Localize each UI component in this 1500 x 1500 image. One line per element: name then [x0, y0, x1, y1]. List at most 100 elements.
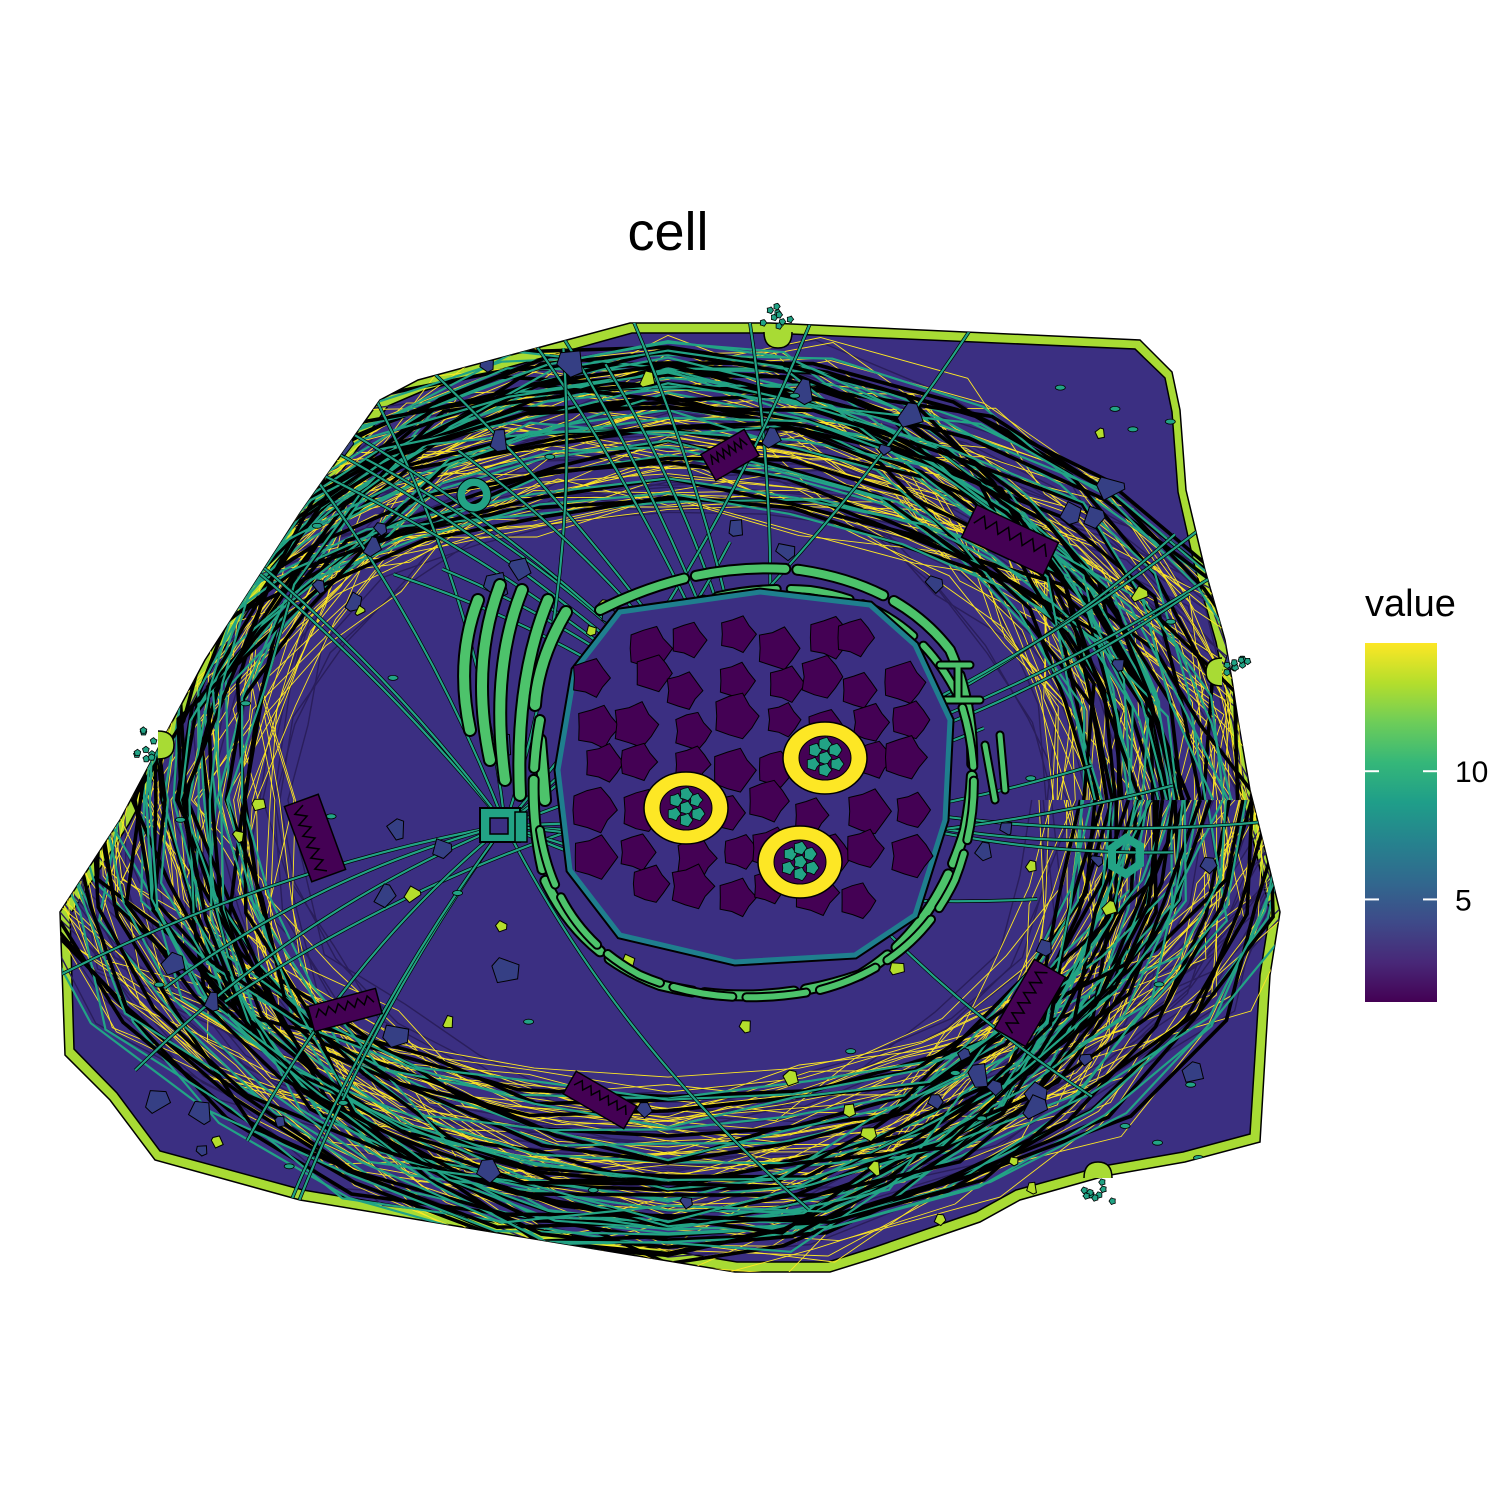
vesicle: [1111, 659, 1125, 672]
vesicle: [1095, 1208, 1123, 1233]
lysosome: [782, 1069, 799, 1087]
chromatin-clump: [636, 654, 673, 693]
microfilament: [137, 402, 1233, 1188]
microtubule: [60, 371, 1280, 1224]
nucleolus-granule: [793, 866, 808, 882]
vesicle: [135, 499, 158, 522]
mitochondrion: [283, 793, 347, 883]
vesicle: [1165, 618, 1177, 625]
mitochondrion: [993, 958, 1067, 1048]
nucleolus-granule: [679, 812, 694, 828]
vesicle: [432, 838, 453, 860]
vesicle: [1164, 418, 1176, 425]
lysosome: [889, 962, 905, 976]
lysosome: [1024, 859, 1037, 873]
vesicle: [203, 991, 219, 1012]
microtubule: [197, 439, 1152, 1162]
vesicle: [789, 392, 800, 399]
exocytosis-sites: [132, 302, 1252, 1205]
nucleolus-granule: [793, 854, 808, 870]
vesicle: [1089, 855, 1104, 868]
chromatin-clump: [769, 665, 806, 704]
lysosome: [354, 604, 366, 617]
microtubule: [208, 339, 1137, 1253]
vesicle: [149, 602, 166, 616]
vesicle: [195, 469, 209, 483]
microtubule-outline: [151, 425, 1187, 1192]
color-legend: value 5 10: [1365, 583, 1488, 1002]
vesicle: [1059, 501, 1082, 526]
lysosome: [147, 602, 159, 615]
vesicle: [195, 1145, 208, 1157]
chromatin-clump: [721, 615, 758, 654]
legend-tick-label: 5: [1455, 884, 1472, 917]
chromatin-clump: [573, 658, 612, 698]
microtubule: [163, 823, 506, 990]
exocytosis-bud: [759, 302, 795, 349]
exocytosis-bud: [132, 726, 175, 763]
lysosome: [1008, 1156, 1019, 1167]
chromatin-clump: [848, 788, 893, 835]
exocytosis-bud: [1080, 1161, 1116, 1205]
microtubule-outline: [124, 404, 1202, 1186]
microfilament: [60, 359, 1280, 1242]
chromatin-clump: [749, 779, 790, 823]
vesicle: [544, 453, 556, 460]
vesicle: [491, 957, 520, 984]
chromatin-clump: [715, 692, 760, 740]
chromatin-clump: [841, 882, 877, 920]
vesicle: [283, 1163, 295, 1170]
chromatin-clump: [884, 660, 927, 704]
microtubule: [60, 382, 1280, 1236]
chromatin-clump: [671, 863, 716, 910]
nucleolus-granule: [793, 840, 808, 856]
vesicle: [635, 1101, 653, 1119]
peroxisome: [1108, 833, 1144, 879]
chromatin-clump: [801, 654, 844, 699]
vesicle: [1152, 1139, 1163, 1146]
vesicle: [386, 818, 405, 841]
nucleolus-granule: [783, 846, 798, 862]
vesicle: [192, 544, 214, 570]
vesicle: [337, 1100, 349, 1106]
vesicle: [1035, 938, 1052, 957]
chromatin-clump: [758, 626, 801, 671]
vesicle: [1022, 1094, 1049, 1120]
lysosome: [738, 1020, 751, 1034]
vesicle: [308, 422, 331, 444]
chromatin-clump: [675, 711, 713, 751]
legend-tick-label: 10: [1455, 756, 1488, 789]
lysosome: [1101, 899, 1118, 917]
microtubule: [148, 477, 1184, 1129]
lysosome: [933, 1213, 947, 1227]
peroxisome: [457, 478, 491, 512]
vesicle: [1119, 1123, 1131, 1129]
vesicle: [523, 1018, 534, 1025]
microtubule: [60, 353, 1280, 1249]
nucleolus-granule: [689, 792, 704, 808]
mitochondrion: [960, 503, 1060, 577]
chromatin-clump: [620, 742, 659, 782]
vesicle: [924, 575, 944, 595]
vesicle: [187, 1100, 211, 1126]
vesicle: [985, 1079, 1003, 1097]
chromatin-clump: [884, 735, 929, 780]
nucleolus: [757, 825, 843, 899]
chromatin-clump: [892, 700, 931, 740]
chromatin-clump: [837, 618, 876, 658]
vesicle: [1233, 599, 1245, 606]
lysosome: [403, 885, 422, 904]
vesicle: [845, 1048, 857, 1055]
microtubule-outline: [60, 375, 1280, 1230]
lysosome: [210, 1135, 224, 1149]
vesicle: [877, 443, 892, 456]
microfilament: [191, 471, 1108, 1121]
chromatin-clump: [620, 833, 657, 872]
nucleolus-granule: [830, 756, 845, 772]
vesicle: [131, 512, 156, 537]
chromatin-clump: [767, 701, 802, 738]
centrosome: [479, 807, 528, 843]
nucleolus-granule: [679, 786, 694, 802]
nucleolus-granule: [805, 860, 820, 876]
chromatin-clump: [672, 621, 708, 659]
